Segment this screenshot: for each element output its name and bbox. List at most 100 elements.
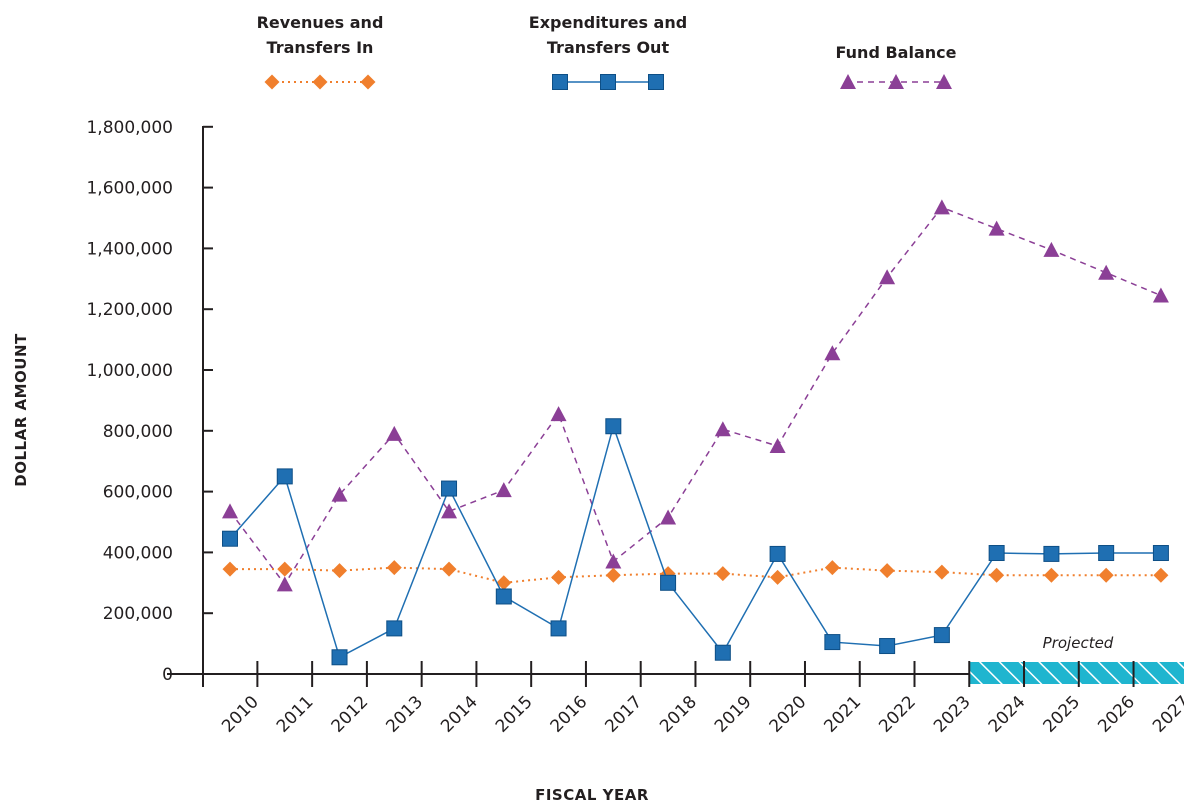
y-tick-label: 1,400,000	[86, 239, 173, 259]
data-point-fund-balance	[550, 406, 567, 422]
data-point-revenues	[879, 563, 895, 579]
data-point-expenditures	[714, 644, 731, 661]
legend-label: Fund Balance	[836, 43, 957, 62]
legend-label: Revenues and	[257, 13, 384, 32]
data-point-fund-balance	[222, 503, 238, 519]
x-tick-label: 2027	[1149, 692, 1184, 737]
data-point-fund-balance	[714, 421, 731, 437]
data-point-revenues	[715, 566, 731, 582]
x-tick-label: 2012	[328, 692, 373, 737]
y-tick-label: 800,000	[103, 422, 173, 442]
x-tick-label: 2020	[766, 692, 811, 737]
series-expenditures	[222, 418, 1169, 666]
data-point-expenditures	[222, 530, 238, 547]
legend-marker	[888, 74, 904, 89]
legend-item-revenues: Revenues and Transfers In	[257, 13, 384, 90]
data-point-revenues	[824, 560, 840, 576]
legend-label: Transfers In	[267, 38, 374, 57]
data-point-fund-balance	[331, 486, 348, 502]
data-point-expenditures	[933, 627, 950, 644]
data-point-fund-balance	[386, 425, 403, 441]
data-point-revenues	[496, 575, 512, 591]
data-point-revenues	[989, 567, 1005, 583]
series-line-revenues	[230, 566, 1161, 584]
x-tick-label: 2014	[437, 692, 482, 737]
data-point-expenditures	[660, 574, 677, 591]
series-line-expenditures	[229, 423, 1161, 659]
data-point-fund-balance	[441, 503, 458, 519]
data-point-expenditures	[1043, 545, 1060, 562]
legend-item-fund-balance: Fund Balance	[836, 43, 957, 89]
x-tick-label: 2019	[711, 692, 756, 737]
data-point-fund-balance	[879, 269, 896, 285]
y-axis-title: DOLLAR AMOUNT	[12, 333, 30, 487]
y-tick-label: 200,000	[103, 604, 173, 624]
x-tick-label: 2024	[985, 692, 1030, 737]
series-revenues	[222, 560, 1169, 591]
series-layer	[222, 199, 1169, 666]
data-point-revenues	[605, 567, 621, 583]
data-point-revenues	[934, 564, 950, 580]
legend-label: Transfers Out	[547, 38, 670, 57]
x-tick-label: 2023	[930, 692, 975, 737]
data-point-revenues	[386, 560, 402, 576]
data-point-expenditures	[988, 545, 1005, 562]
data-point-fund-balance	[660, 509, 677, 525]
y-tick-label: 1,600,000	[86, 179, 173, 199]
data-point-expenditures	[331, 649, 348, 666]
data-point-expenditures	[879, 638, 896, 655]
x-axis-title: FISCAL YEAR	[535, 786, 649, 804]
data-point-expenditures	[769, 545, 786, 562]
data-point-revenues	[1153, 567, 1169, 583]
data-point-fund-balance	[1043, 241, 1060, 257]
x-tick-label: 2011	[273, 692, 318, 737]
legend-marker	[264, 74, 280, 90]
legend-label: Expenditures and	[529, 13, 687, 32]
y-tick-label: 1,000,000	[86, 361, 173, 381]
x-tick-label: 2013	[382, 692, 427, 737]
data-point-expenditures	[495, 588, 512, 605]
y-tick-label: 400,000	[103, 543, 173, 563]
data-point-revenues	[441, 561, 457, 577]
data-point-expenditures	[386, 620, 403, 637]
data-point-expenditures	[550, 620, 567, 637]
legend-marker	[648, 74, 664, 90]
data-point-expenditures	[605, 418, 622, 435]
projected-label: Projected	[1043, 634, 1114, 652]
legend: Revenues and Transfers In Expenditures and…	[257, 13, 957, 90]
legend-marker	[600, 74, 616, 90]
x-axis: 2010 2011 2012 2013 2014 2015 2016 2017 2018 2019…	[167, 661, 1184, 737]
data-point-fund-balance	[276, 576, 293, 592]
legend-marker	[552, 74, 568, 90]
x-tick-label: 2018	[656, 692, 701, 737]
x-tick-label: 2022	[875, 692, 920, 737]
legend-marker	[840, 74, 856, 89]
x-tick-label: 2010	[218, 692, 263, 737]
data-point-revenues	[551, 569, 567, 585]
data-point-revenues	[1098, 567, 1114, 583]
x-tick-label: 2026	[1094, 692, 1139, 737]
y-tick-label: 1,200,000	[86, 300, 173, 320]
data-point-revenues	[770, 569, 786, 585]
projected-band	[969, 662, 1184, 684]
data-point-fund-balance	[988, 220, 1005, 236]
data-point-fund-balance	[1098, 264, 1115, 280]
data-point-expenditures	[824, 634, 841, 651]
x-tick-label: 2025	[1039, 692, 1084, 737]
y-axis: 0200,000400,000600,000800,0001,000,0001,…	[86, 118, 213, 685]
y-tick-label: 600,000	[103, 483, 173, 503]
series-fund-balance	[222, 199, 1169, 592]
data-point-fund-balance	[605, 553, 622, 569]
legend-marker	[312, 74, 328, 90]
legend-marker	[360, 74, 376, 90]
data-point-expenditures	[1098, 545, 1115, 562]
data-point-fund-balance	[495, 482, 512, 498]
data-point-fund-balance	[824, 345, 841, 361]
data-point-fund-balance	[933, 199, 950, 215]
data-point-expenditures	[276, 468, 293, 485]
x-tick-label: 2015	[492, 692, 537, 737]
data-point-expenditures	[441, 480, 458, 497]
data-point-fund-balance	[1152, 287, 1169, 303]
data-point-revenues	[222, 561, 238, 577]
